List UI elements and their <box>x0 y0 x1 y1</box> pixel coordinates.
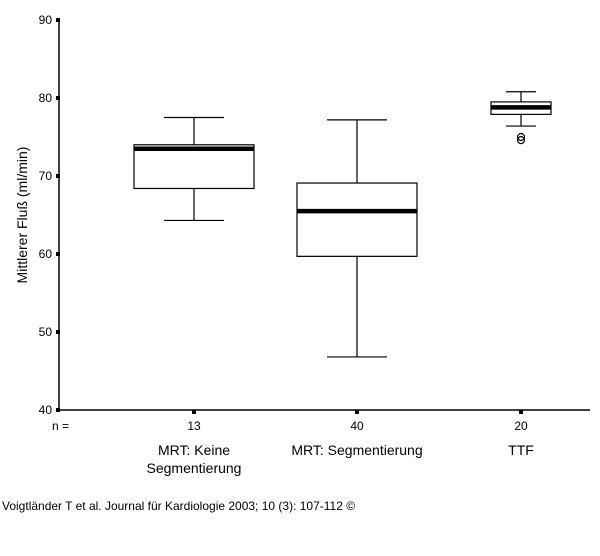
source-caption: Voigtländer T et al. Journal für Kardiol… <box>2 499 356 513</box>
box-group: 20 TTF <box>490 91 552 458</box>
y-tick-mark <box>56 18 60 22</box>
y-tick-mark <box>56 408 60 412</box>
n-value: 20 <box>514 419 528 433</box>
y-tick-label: 50 <box>39 325 53 339</box>
y-tick-mark <box>56 96 60 100</box>
y-tick-mark <box>56 330 60 334</box>
x-tick-mark <box>192 410 196 414</box>
x-tick-mark <box>519 410 523 414</box>
n-value: 40 <box>350 419 364 433</box>
y-tick-label: 90 <box>39 13 53 27</box>
box-group: 13 MRT: Keine Segmentierung <box>133 116 255 476</box>
iqr-box <box>296 182 418 257</box>
y-tick-mark <box>56 252 60 256</box>
category-label: MRT: Keine <box>158 442 230 458</box>
box-group: 40 MRT: Segmentierung <box>291 119 423 458</box>
outlier-point <box>516 132 526 142</box>
iqr-box <box>133 144 255 190</box>
category-label: TTF <box>508 442 534 458</box>
y-tick-label: 70 <box>39 169 53 183</box>
y-tick-mark <box>56 174 60 178</box>
category-label: MRT: Segmentierung <box>291 442 422 458</box>
n-label: n = <box>52 419 69 433</box>
y-tick-label: 80 <box>39 91 53 105</box>
y-axis-label: Mittlerer Fluß (ml/min) <box>14 147 30 284</box>
x-tick-mark <box>355 410 359 414</box>
n-value: 13 <box>187 419 201 433</box>
y-tick-label: 40 <box>39 403 53 417</box>
y-tick-label: 60 <box>39 247 53 261</box>
category-label: Segmentierung <box>147 460 242 476</box>
outlier-point <box>516 136 526 145</box>
